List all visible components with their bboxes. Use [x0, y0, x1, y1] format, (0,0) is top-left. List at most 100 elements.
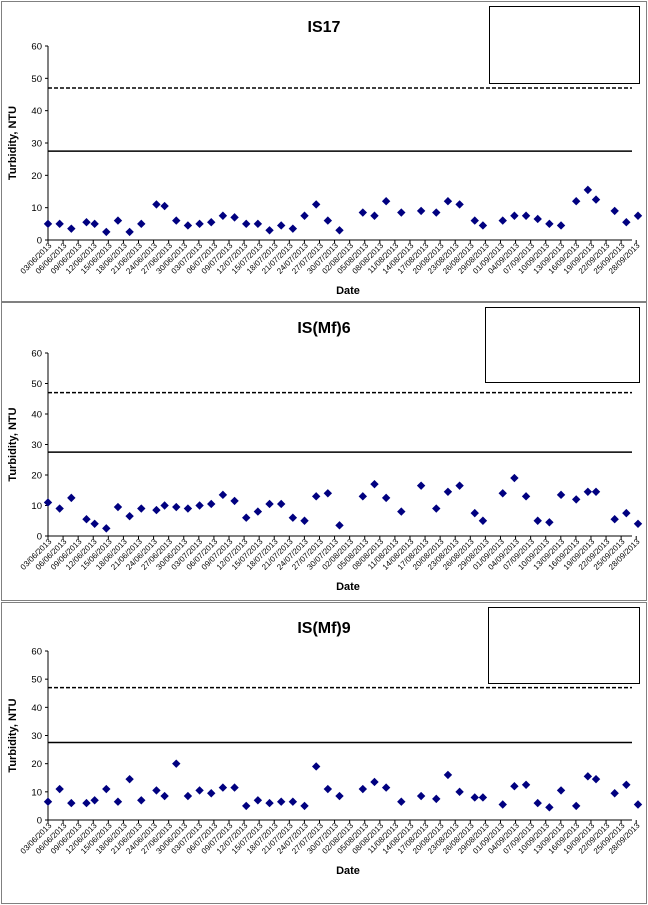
y-tick-label: 50 [31, 379, 42, 390]
data-point [55, 504, 64, 513]
data-point [160, 501, 169, 510]
x-axis-label: Date [336, 581, 360, 593]
y-tick-label: 50 [31, 675, 42, 686]
data-point [152, 505, 161, 515]
y-axis-label: Turbidity, NTU [7, 407, 19, 481]
data-point [160, 201, 169, 211]
data-point [311, 492, 321, 501]
data-point [397, 208, 406, 217]
data-point [277, 221, 286, 230]
x-axis-label: Date [336, 285, 360, 297]
data-point [533, 214, 542, 224]
chart-title: IS17 [308, 19, 341, 36]
data-point [370, 777, 379, 787]
data-point [242, 219, 251, 229]
data-point [510, 473, 519, 483]
data-point [102, 227, 111, 237]
data-point [416, 481, 426, 490]
y-tick-label: 30 [31, 731, 42, 742]
data-point [510, 782, 519, 791]
y-tick-label: 10 [31, 787, 42, 798]
data-point [137, 219, 146, 229]
data-point [160, 791, 169, 801]
data-point [478, 221, 488, 230]
y-tick-label: 20 [31, 471, 42, 482]
data-point [253, 219, 263, 229]
data-point [300, 211, 309, 220]
data-point [242, 513, 251, 522]
data-point [610, 789, 619, 798]
data-point [443, 197, 453, 206]
data-point [90, 219, 99, 229]
data-point [323, 216, 333, 225]
y-tick-label: 10 [31, 203, 42, 214]
data-point [591, 195, 601, 204]
data-point [443, 770, 453, 780]
chart-panel-ismf6: IS(Mf)6 0 10 20 30 40 50 60 Turbidity, NTU 03/06/… [1, 302, 647, 601]
data-point [545, 219, 554, 229]
data-point [288, 797, 298, 806]
data-point [137, 796, 146, 805]
data-point [455, 481, 464, 490]
data-point [571, 197, 581, 206]
data-point [277, 499, 286, 509]
data-point [633, 519, 643, 528]
data-point [277, 797, 286, 806]
data-point [288, 224, 298, 233]
data-point [397, 797, 406, 806]
data-point [43, 498, 53, 507]
data-point [195, 219, 204, 229]
data-point [253, 507, 263, 516]
data-point [381, 197, 391, 206]
data-point [218, 490, 228, 500]
data-point [533, 516, 542, 525]
data-point [207, 499, 216, 509]
data-point [125, 511, 134, 521]
data-point [432, 504, 441, 513]
data-point [545, 518, 554, 527]
data-point [432, 208, 441, 217]
y-axis-label: Turbidity, NTU [7, 106, 19, 180]
data-point [113, 502, 123, 512]
data-point [218, 783, 228, 792]
y-tick-label: 0 [37, 816, 42, 827]
data-point [470, 793, 479, 802]
chart-panel-ismf9: IS(Mf)9 0 10 20 30 40 50 60 Turbidity, NTU 03/06/… [1, 602, 647, 904]
data-point [510, 211, 519, 220]
data-point [218, 211, 228, 220]
data-point [498, 216, 507, 225]
data-point [125, 774, 134, 784]
y-tick-label: 60 [31, 647, 42, 658]
data-point [152, 200, 161, 209]
data-point [498, 489, 507, 498]
data-point [470, 216, 479, 225]
y-tick-label: 20 [31, 171, 42, 182]
data-point [610, 206, 619, 216]
data-point [583, 185, 593, 195]
y-tick-label: 20 [31, 759, 42, 770]
data-point [521, 780, 531, 789]
data-point [633, 800, 643, 809]
data-point [521, 492, 531, 501]
data-point [90, 519, 99, 528]
data-point [90, 796, 99, 805]
y-tick-label: 60 [31, 349, 42, 360]
data-point [102, 784, 111, 794]
data-point [311, 200, 321, 209]
legend [485, 307, 640, 383]
data-point [556, 221, 566, 230]
data-point [323, 784, 333, 794]
data-point [591, 774, 601, 784]
y-tick-label: 0 [37, 532, 42, 543]
data-point [55, 219, 64, 229]
data-point [230, 213, 239, 222]
y-tick-label: 30 [31, 139, 42, 150]
data-point [358, 208, 368, 217]
chart-title: IS(Mf)6 [297, 320, 350, 337]
data-point [183, 221, 193, 230]
data-point [113, 797, 123, 806]
data-point [230, 783, 239, 792]
data-point [416, 791, 426, 801]
